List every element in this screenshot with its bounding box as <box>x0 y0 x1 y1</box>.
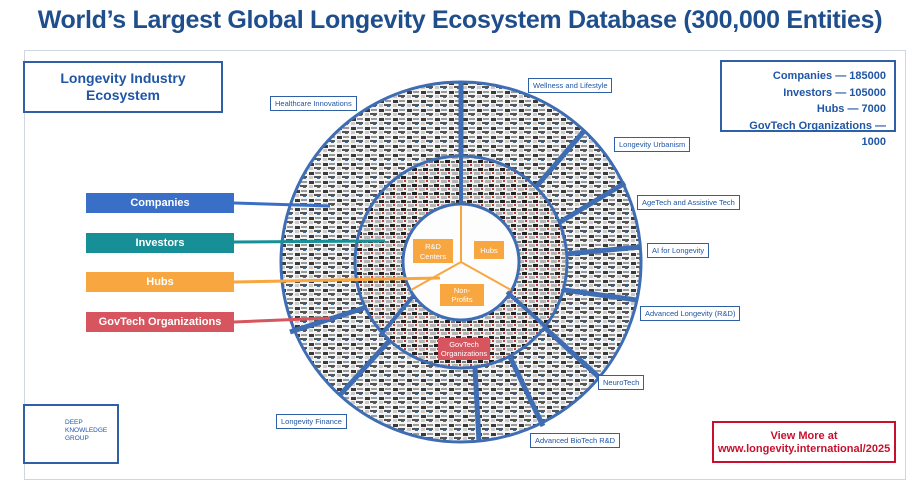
stat-hubs: Hubs — 7000 <box>816 103 886 115</box>
legend-companies: Companies <box>86 193 234 213</box>
rd-centers-label-2: Centers <box>420 252 447 261</box>
non-profits-box <box>440 284 484 306</box>
segment-healthcare-innovations: Healthcare Innovations <box>270 96 357 111</box>
segment-advanced-longevity: Advanced Longevity (R&D) <box>640 306 741 321</box>
inner-dividers <box>410 205 512 291</box>
view-more-line1: View More at <box>770 430 838 442</box>
segment-agetech: AgeTech and Assistive Tech <box>637 195 740 210</box>
non-profits-label-1: Non- <box>454 286 471 295</box>
ecosystem-title-line1: Longevity Industry <box>60 70 186 86</box>
deep-knowledge-group-logo: DEEP KNOWLEDGE GROUP <box>23 404 119 464</box>
stat-govtech: GovTech Organizations — 1000 <box>749 119 886 149</box>
hubs-box <box>474 241 504 259</box>
legend-investors: Investors <box>86 233 234 253</box>
govtech-center-label-2: Organizations <box>441 349 488 358</box>
logo-line2: KNOWLEDGE <box>65 427 108 434</box>
segment-ai-longevity: AI for Longevity <box>647 243 710 258</box>
segment-advanced-biotech: Advanced BioTech R&D <box>530 433 621 448</box>
rd-centers-box <box>413 239 453 263</box>
view-more-url[interactable]: www.longevity.international/2025 <box>717 443 891 455</box>
segment-longevity-finance: Longevity Finance <box>276 414 347 429</box>
legend-govtech: GovTech Organizations <box>86 312 234 332</box>
page-title: World’s Largest Global Longevity Ecosyst… <box>37 6 883 34</box>
legend-hubs: Hubs <box>86 272 234 292</box>
investors-connector <box>233 239 386 244</box>
govtech-center-label-1: GovTech <box>449 340 479 349</box>
stat-companies: Companies — 185000 <box>772 70 886 82</box>
middle-dividers <box>378 156 547 338</box>
logo-line3: GROUP <box>65 435 89 442</box>
ecosystem-title-line2: Ecosystem <box>86 87 160 103</box>
ecosystem-title-box: Longevity Industry Ecosystem <box>23 61 223 113</box>
rd-centers-label-1: R&D <box>425 242 441 251</box>
govtech-center-box <box>438 338 490 360</box>
view-more-link[interactable]: View More at www.longevity.international… <box>712 421 896 463</box>
segment-longevity-urbanism: Longevity Urbanism <box>614 137 691 152</box>
companies-connector <box>233 201 331 208</box>
hubs-connector <box>233 276 441 284</box>
hubs-center-label: Hubs <box>480 246 498 255</box>
stat-investors: Investors — 105000 <box>783 86 886 99</box>
outer-dividers <box>289 82 641 443</box>
non-profits-label-2: Profits <box>451 295 473 304</box>
stats-box: Companies — 185000 Investors — 105000 Hu… <box>720 60 896 148</box>
segment-wellness-lifestyle: Wellness and Lifestyle <box>528 78 613 93</box>
govtech-connector <box>233 316 331 324</box>
segment-neurotech: NeuroTech <box>598 375 645 390</box>
logo-line1: DEEP <box>65 419 83 426</box>
